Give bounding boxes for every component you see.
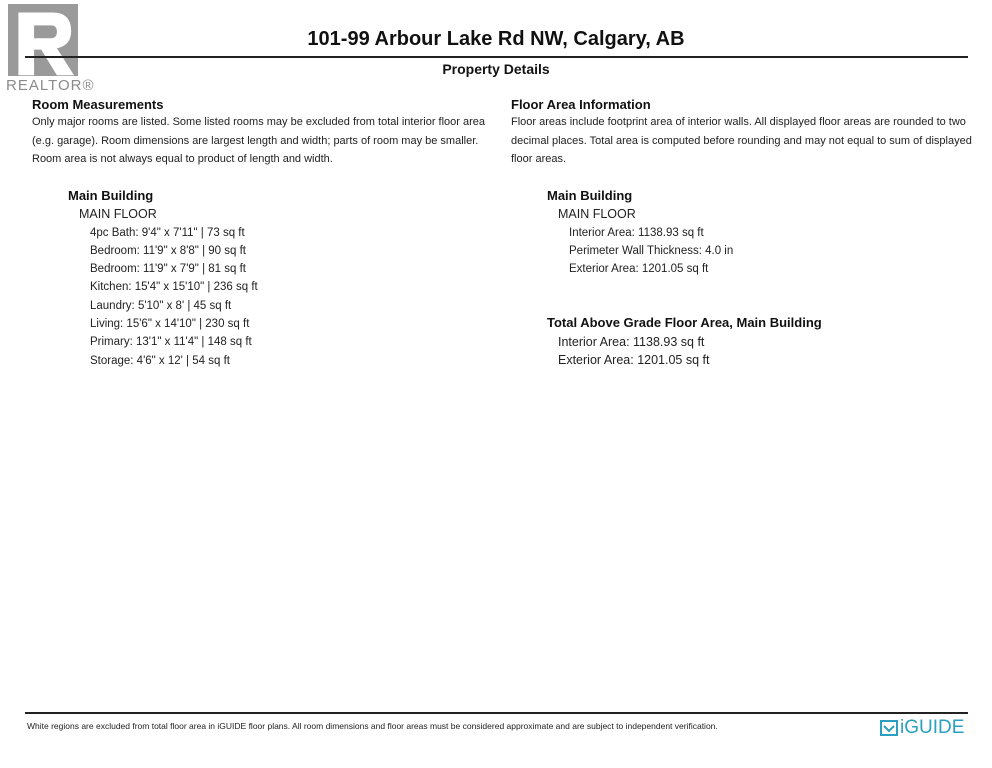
floor-name: MAIN FLOOR [558,207,636,222]
page-title: 101-99 Arbour Lake Rd NW, Calgary, AB [307,28,685,50]
iguide-brand: iGUIDE [900,717,965,738]
list-item: Interior Area: 1138.93 sq ft [569,226,704,239]
list-item: 4pc Bath: 9'4" x 7'11" | 73 sq ft [90,226,245,239]
section-heading: Floor Area Information [511,97,651,112]
floor-area-section: Floor Area Information Floor areas inclu… [511,97,972,169]
room-list: Main Building MAIN FLOOR 4pc Bath: 9'4" … [68,187,258,370]
page-subtitle: Property Details [442,61,550,77]
list-item: Exterior Area: 1201.05 sq ft [558,353,710,368]
room-measurements-section: Room Measurements Only major rooms are l… [32,97,485,169]
note-line: Room area is not always equal to product… [32,153,333,165]
list-item: Interior Area: 1138.93 sq ft [558,334,705,349]
divider [25,56,968,58]
iguide-logo: iGUIDE [880,717,964,739]
realtor-logo [8,4,78,76]
iguide-box-icon [880,720,898,736]
note-line: decimal places. Total area is computed b… [511,134,972,147]
list-item: Primary: 13'1" x 11'4" | 148 sq ft [90,336,252,349]
list-item: Storage: 4'6" x 12' | 54 sq ft [90,354,230,367]
list-item: Laundry: 5'10" x 8' | 45 sq ft [90,299,232,312]
realtor-logo-text: REALTOR® [6,77,95,94]
note-line: floor areas. [511,153,567,165]
floor-area-list: Main Building MAIN FLOOR Interior Area: … [547,187,822,369]
list-item: Living: 15'6" x 14'10" | 230 sq ft [90,318,250,331]
section-heading: Room Measurements [32,97,164,112]
note-line: Floor areas include footprint area of in… [511,116,966,128]
realtor-r-icon [18,12,75,76]
building-name: Main Building [68,188,154,203]
note-line: Only major rooms are listed. Some listed… [32,116,486,128]
total-heading: Total Above Grade Floor Area, Main Build… [547,315,822,331]
note-line: (e.g. garage). Room dimensions are large… [32,134,479,147]
list-item: Kitchen: 15'4" x 15'10" | 236 sq ft [90,281,258,294]
list-item: Exterior Area: 1201.05 sq ft [569,263,709,276]
footer-disclaimer: White regions are excluded from total fl… [27,721,718,731]
list-item: Bedroom: 11'9" x 8'8" | 90 sq ft [90,244,246,257]
list-item: Bedroom: 11'9" x 7'9" | 81 sq ft [90,263,246,276]
list-item: Perimeter Wall Thickness: 4.0 in [569,244,734,257]
divider [25,712,968,714]
floor-name: MAIN FLOOR [79,207,157,222]
building-name: Main Building [547,188,633,203]
